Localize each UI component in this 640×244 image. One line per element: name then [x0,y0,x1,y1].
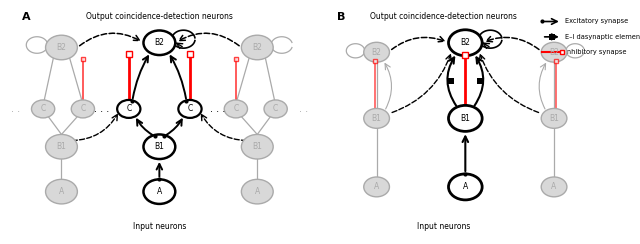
Circle shape [241,179,273,204]
Circle shape [364,108,390,128]
Text: B1: B1 [549,114,559,123]
Text: Input neurons: Input neurons [417,222,470,231]
Text: B1: B1 [460,114,470,123]
Circle shape [179,100,202,118]
Circle shape [264,100,287,118]
Text: B1: B1 [372,114,381,123]
Text: B2: B2 [372,48,381,57]
Circle shape [117,100,140,118]
Circle shape [541,42,567,62]
Circle shape [71,100,95,118]
Text: B2: B2 [460,38,470,47]
Text: Input neurons: Input neurons [132,222,186,231]
Text: B2: B2 [549,48,559,57]
Text: B2: B2 [252,43,262,52]
Circle shape [31,100,55,118]
Text: A: A [22,12,30,22]
Text: . .: . . [11,104,20,114]
Text: . . .: . . . [93,104,109,114]
Text: B2: B2 [154,38,164,47]
Text: B1: B1 [252,142,262,151]
Circle shape [45,179,77,204]
Text: A: A [59,187,64,196]
Text: C: C [126,104,131,113]
Text: B1: B1 [56,142,67,151]
Text: Inhibitory synapse: Inhibitory synapse [564,49,627,55]
Text: A: A [255,187,260,196]
Text: C: C [233,104,239,113]
Text: . .: . . [299,104,308,114]
Circle shape [241,35,273,60]
Circle shape [143,30,175,55]
Circle shape [241,134,273,159]
Circle shape [449,105,482,131]
Circle shape [143,134,175,159]
Text: C: C [273,104,278,113]
Text: . . .: . . . [210,104,225,114]
Text: A: A [374,183,380,191]
Text: Excitatory synapse: Excitatory synapse [564,19,628,24]
Circle shape [541,108,567,128]
Text: B2: B2 [56,43,67,52]
Text: B: B [337,12,345,22]
Circle shape [541,177,567,197]
Circle shape [364,42,390,62]
Text: A: A [552,183,557,191]
Text: C: C [40,104,45,113]
Text: C: C [80,104,86,113]
Text: A: A [157,187,162,196]
Circle shape [143,179,175,204]
Text: E–I dasynaptic element: E–I dasynaptic element [564,34,640,40]
Text: Output coincidence-detection neurons: Output coincidence-detection neurons [86,12,233,21]
Text: Output coincidence-detection neurons: Output coincidence-detection neurons [371,12,517,21]
Text: B1: B1 [154,142,164,151]
Circle shape [449,174,482,200]
Circle shape [364,177,390,197]
Circle shape [45,35,77,60]
Text: C: C [188,104,193,113]
Circle shape [45,134,77,159]
Text: A: A [463,183,468,191]
Circle shape [449,30,482,56]
Circle shape [224,100,248,118]
